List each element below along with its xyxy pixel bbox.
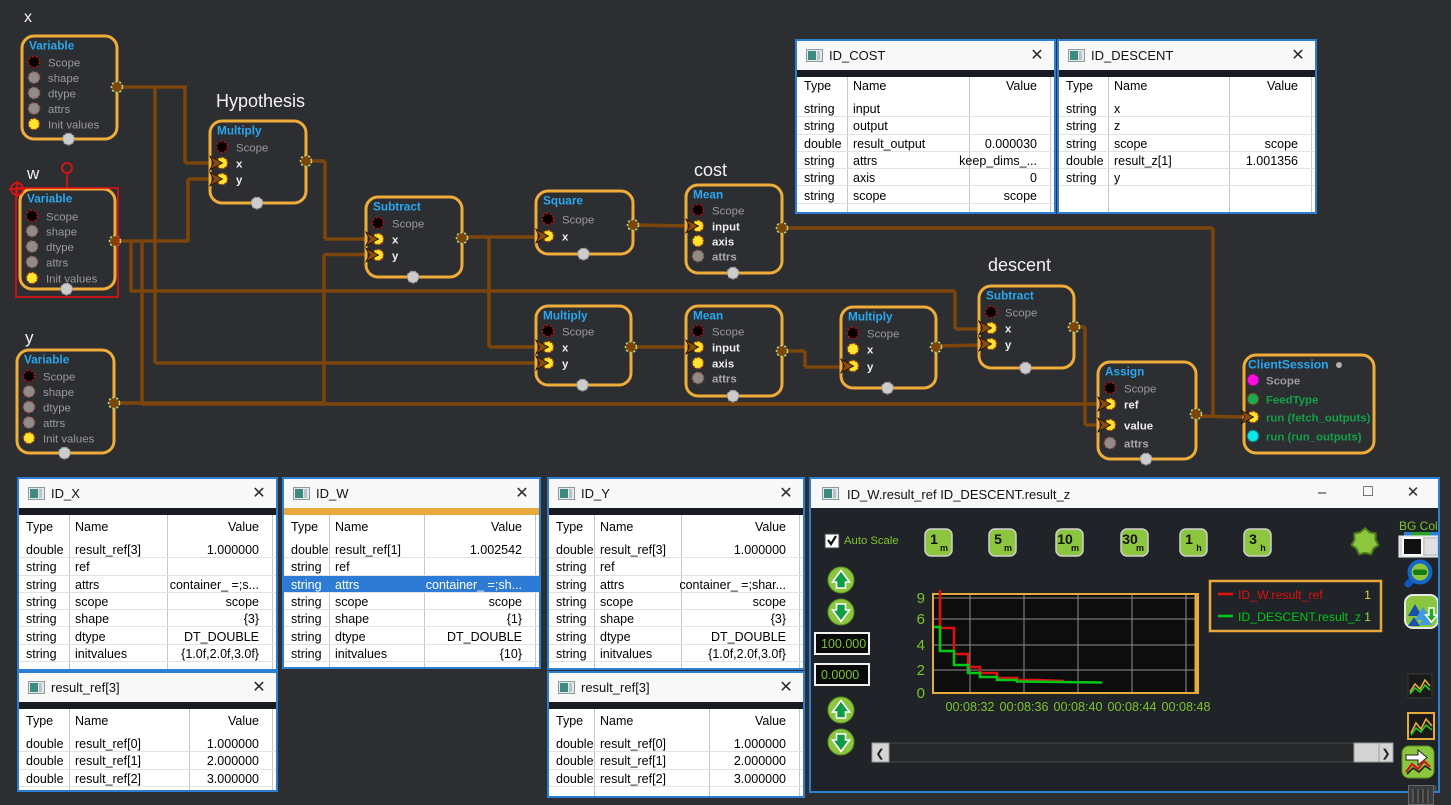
svg-text:shape: shape <box>48 73 79 85</box>
svg-text:Hypothesis: Hypothesis <box>216 91 305 111</box>
svg-text:x: x <box>562 343 569 355</box>
svg-text:x: x <box>392 235 399 247</box>
svg-text:100.000: 100.000 <box>821 637 866 651</box>
svg-text:h: h <box>1260 543 1266 553</box>
svg-text:x: x <box>24 9 32 26</box>
svg-text:FeedType: FeedType <box>1266 395 1318 407</box>
svg-text:0.0000: 0.0000 <box>821 668 859 682</box>
svg-text:ID_DESCENT.result_z: ID_DESCENT.result_z <box>1238 610 1361 624</box>
svg-text:ClientSession: ClientSession <box>1248 358 1329 372</box>
svg-text:Init values: Init values <box>46 274 98 286</box>
svg-text:Mean: Mean <box>693 309 723 323</box>
svg-text:Assign: Assign <box>1105 365 1144 379</box>
svg-text:9: 9 <box>917 590 925 607</box>
svg-text:run (run_outputs): run (run_outputs) <box>1266 432 1362 444</box>
svg-text:input: input <box>712 343 740 355</box>
svg-text:y: y <box>25 328 34 347</box>
svg-text:Scope: Scope <box>712 327 744 339</box>
svg-text:descent: descent <box>988 255 1051 275</box>
svg-text:y: y <box>867 362 874 374</box>
svg-text:attrs: attrs <box>43 418 65 430</box>
svg-text:6: 6 <box>917 611 925 628</box>
svg-text:Variable: Variable <box>24 353 70 367</box>
svg-text:10: 10 <box>1057 531 1073 547</box>
svg-text:Scope: Scope <box>1005 308 1037 320</box>
svg-text:Scope: Scope <box>236 143 268 155</box>
svg-text:m: m <box>1004 543 1012 553</box>
svg-text:axis: axis <box>712 237 734 249</box>
svg-text:1: 1 <box>1364 610 1371 624</box>
svg-text:Scope: Scope <box>562 327 594 339</box>
svg-text:attrs: attrs <box>712 252 737 264</box>
svg-text:2: 2 <box>917 662 925 679</box>
svg-text:Scope: Scope <box>712 206 744 218</box>
svg-text:x: x <box>236 159 243 171</box>
svg-text:y: y <box>1005 340 1012 352</box>
svg-text:h: h <box>1196 543 1202 553</box>
svg-text:30: 30 <box>1122 531 1138 547</box>
svg-text:00:08:36: 00:08:36 <box>999 700 1048 714</box>
svg-text:Init values: Init values <box>48 120 100 132</box>
svg-text:Scope: Scope <box>867 329 899 341</box>
svg-text:dtype: dtype <box>43 403 71 415</box>
svg-text:input: input <box>712 222 740 234</box>
svg-text:Auto Scale: Auto Scale <box>844 535 899 547</box>
svg-text:BG Color: BG Color <box>1399 519 1438 533</box>
svg-text:Multiply: Multiply <box>217 124 262 138</box>
svg-text:Scope: Scope <box>46 212 78 224</box>
svg-text:00:08:48: 00:08:48 <box>1161 700 1210 714</box>
svg-text:Init values: Init values <box>43 434 95 446</box>
svg-text:y: y <box>236 175 243 187</box>
svg-text:00:08:40: 00:08:40 <box>1053 700 1102 714</box>
svg-text:5: 5 <box>994 531 1002 547</box>
svg-text:m: m <box>940 543 948 553</box>
svg-text:ref: ref <box>1124 400 1139 412</box>
svg-text:value: value <box>1124 421 1153 433</box>
svg-text:cost: cost <box>694 160 727 180</box>
svg-text:1: 1 <box>930 531 938 547</box>
svg-text:Scope: Scope <box>562 215 594 227</box>
svg-text:Scope: Scope <box>392 219 424 231</box>
svg-text:dtype: dtype <box>46 242 74 254</box>
svg-text:dtype: dtype <box>48 89 76 101</box>
svg-text:axis: axis <box>712 359 734 371</box>
svg-text:1: 1 <box>1185 531 1193 547</box>
svg-text:00:08:44: 00:08:44 <box>1107 700 1156 714</box>
svg-text:Square: Square <box>543 194 583 208</box>
svg-text:attrs: attrs <box>1124 439 1149 451</box>
svg-text:m: m <box>1071 543 1079 553</box>
svg-text:attrs: attrs <box>48 104 70 116</box>
svg-text:4: 4 <box>917 637 925 654</box>
svg-text:Subtract: Subtract <box>986 289 1034 303</box>
svg-text:shape: shape <box>46 227 77 239</box>
svg-text:Subtract: Subtract <box>373 200 421 214</box>
svg-text:Scope: Scope <box>1266 376 1300 388</box>
svg-text:00:08:32: 00:08:32 <box>945 700 994 714</box>
svg-text:m: m <box>1136 543 1144 553</box>
svg-text:Multiply: Multiply <box>543 309 588 323</box>
svg-text:run (fetch_outputs): run (fetch_outputs) <box>1266 413 1371 425</box>
svg-text:Multiply: Multiply <box>848 310 893 324</box>
svg-text:x: x <box>1005 324 1012 336</box>
svg-text:y: y <box>392 251 399 263</box>
svg-text:Variable: Variable <box>29 39 75 53</box>
svg-text:Scope: Scope <box>1124 384 1156 396</box>
svg-text:❯: ❯ <box>1381 748 1390 760</box>
svg-text:attrs: attrs <box>712 374 737 386</box>
svg-text:Variable: Variable <box>27 192 73 206</box>
svg-text:Scope: Scope <box>48 58 80 70</box>
svg-text:0: 0 <box>917 685 925 702</box>
svg-text:Mean: Mean <box>693 188 723 202</box>
svg-text:x: x <box>867 345 874 357</box>
svg-text:x: x <box>562 232 569 244</box>
svg-text:1: 1 <box>1364 588 1371 602</box>
svg-text:❮: ❮ <box>875 748 884 760</box>
svg-text:3: 3 <box>1249 531 1257 547</box>
svg-text:ID_W.result_ref: ID_W.result_ref <box>1238 588 1323 602</box>
svg-text:shape: shape <box>43 387 74 399</box>
svg-text:y: y <box>562 359 569 371</box>
svg-text:Scope: Scope <box>43 372 75 384</box>
svg-text:attrs: attrs <box>46 258 68 270</box>
svg-text:w: w <box>26 164 40 183</box>
